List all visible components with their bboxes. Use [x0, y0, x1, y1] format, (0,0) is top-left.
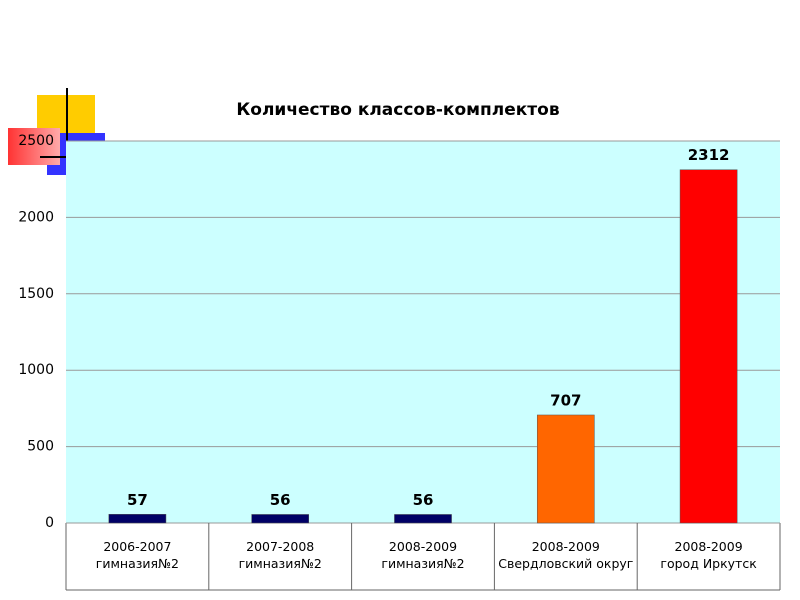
- data-label: 707: [550, 391, 581, 409]
- x-tick-label: 2008-2009 Свердловский округ: [498, 539, 634, 571]
- data-label: 56: [413, 491, 434, 509]
- bar: [679, 169, 738, 524]
- x-tick-label: 2008-2009 гимназия№2: [381, 539, 465, 571]
- y-tick-label: 2500: [18, 133, 54, 149]
- plot-area: [66, 141, 780, 523]
- x-tick-label: 2006-2007 гимназия№2: [95, 539, 179, 571]
- bar: [108, 514, 167, 524]
- bar: [536, 414, 595, 524]
- data-label: 57: [127, 491, 148, 509]
- y-tick-label: 1500: [18, 286, 54, 302]
- x-tick-label: 2007-2008 гимназия№2: [238, 539, 322, 571]
- chart-title: Количество классов-комплектов: [236, 100, 559, 120]
- bar: [394, 514, 452, 524]
- bar: [251, 514, 310, 524]
- data-label: 2312: [688, 146, 730, 164]
- x-tick-label: 2008-2009 город Иркутск: [660, 539, 757, 571]
- y-tick-label: 2000: [18, 209, 54, 225]
- y-tick-label: 500: [27, 439, 54, 455]
- y-tick-label: 1000: [18, 362, 54, 378]
- data-label: 56: [270, 491, 291, 509]
- deco-red: [8, 128, 60, 165]
- y-tick-label: 0: [45, 515, 54, 531]
